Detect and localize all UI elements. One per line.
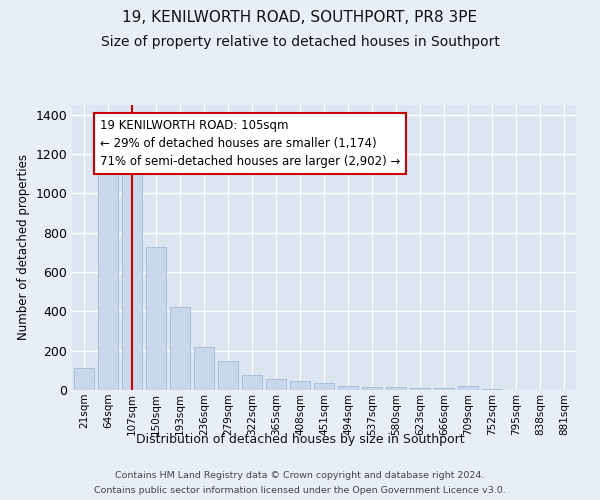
Bar bbox=[434, 388, 454, 390]
Y-axis label: Number of detached properties: Number of detached properties bbox=[17, 154, 30, 340]
Bar bbox=[290, 380, 310, 390]
Bar bbox=[242, 374, 262, 390]
Bar bbox=[458, 386, 478, 390]
Text: 19, KENILWORTH ROAD, SOUTHPORT, PR8 3PE: 19, KENILWORTH ROAD, SOUTHPORT, PR8 3PE bbox=[122, 10, 478, 25]
Bar bbox=[314, 383, 334, 390]
Bar bbox=[218, 360, 238, 390]
Bar bbox=[170, 308, 190, 390]
Text: Contains HM Land Registry data © Crown copyright and database right 2024.: Contains HM Land Registry data © Crown c… bbox=[115, 471, 485, 480]
Text: 19 KENILWORTH ROAD: 105sqm
← 29% of detached houses are smaller (1,174)
71% of s: 19 KENILWORTH ROAD: 105sqm ← 29% of deta… bbox=[100, 119, 400, 168]
Text: Size of property relative to detached houses in Southport: Size of property relative to detached ho… bbox=[101, 35, 499, 49]
Text: Contains public sector information licensed under the Open Government Licence v3: Contains public sector information licen… bbox=[94, 486, 506, 495]
Bar bbox=[98, 162, 118, 390]
Bar bbox=[194, 347, 214, 390]
Bar bbox=[122, 164, 142, 390]
Bar bbox=[266, 379, 286, 390]
Bar bbox=[362, 387, 382, 390]
Bar bbox=[74, 368, 94, 390]
Bar bbox=[386, 387, 406, 390]
Bar bbox=[338, 386, 358, 390]
Text: Distribution of detached houses by size in Southport: Distribution of detached houses by size … bbox=[136, 432, 464, 446]
Bar bbox=[410, 388, 430, 390]
Bar bbox=[146, 246, 166, 390]
